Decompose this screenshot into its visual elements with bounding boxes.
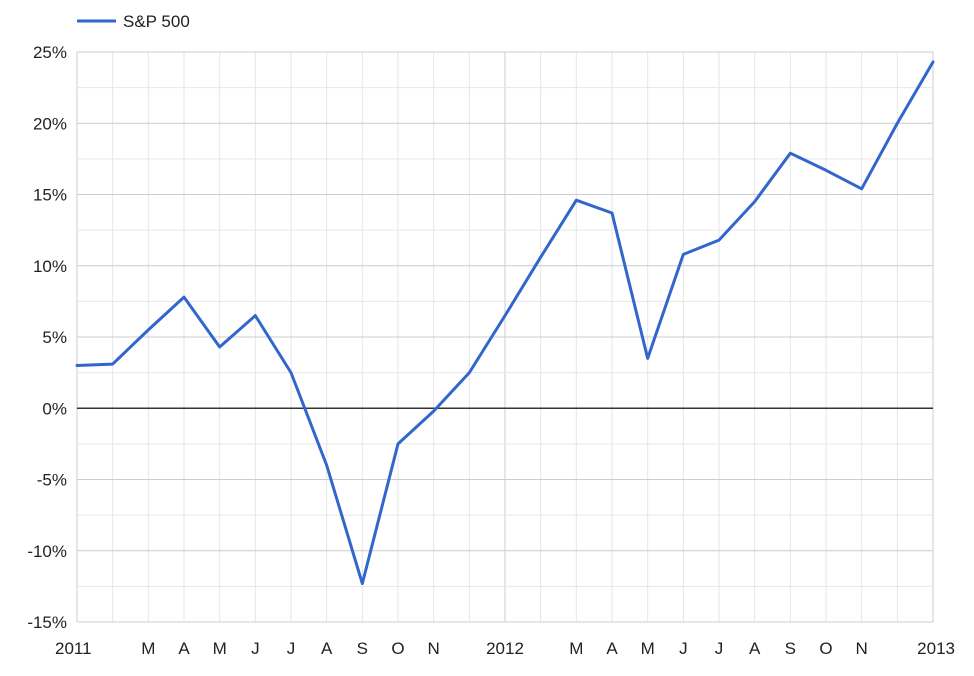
gridlines bbox=[76, 51, 934, 623]
data-point[interactable] bbox=[180, 293, 188, 301]
x-tick-label: M bbox=[213, 639, 227, 658]
data-point[interactable] bbox=[430, 407, 438, 415]
data-point[interactable] bbox=[537, 253, 545, 261]
legend-label-sp500: S&P 500 bbox=[123, 12, 190, 31]
x-tick-label: O bbox=[819, 639, 832, 658]
x-tick-label: J bbox=[287, 639, 296, 658]
x-tick-label: A bbox=[321, 639, 333, 658]
x-tick-label: 2011 bbox=[55, 639, 92, 658]
y-tick-label: -15% bbox=[27, 613, 67, 632]
data-point[interactable] bbox=[109, 360, 117, 368]
data-point[interactable] bbox=[358, 580, 366, 588]
x-tick-label: M bbox=[641, 639, 655, 658]
y-tick-label: -5% bbox=[37, 471, 67, 490]
data-point[interactable] bbox=[144, 326, 152, 334]
y-tick-label: 25% bbox=[33, 43, 67, 62]
x-tick-label: N bbox=[856, 639, 868, 658]
data-point[interactable] bbox=[679, 250, 687, 258]
data-point[interactable] bbox=[251, 312, 259, 320]
data-point[interactable] bbox=[323, 461, 331, 469]
y-tick-label: 10% bbox=[33, 257, 67, 276]
data-point[interactable] bbox=[572, 196, 580, 204]
x-tick-label: O bbox=[391, 639, 404, 658]
x-axis-tick-labels: 2011 M A M J J A S O N 2012 M A M J J A S O N 2013 bbox=[55, 639, 955, 658]
data-point[interactable] bbox=[644, 354, 652, 362]
data-point[interactable] bbox=[608, 209, 616, 217]
x-tick-label: J bbox=[679, 639, 688, 658]
x-tick-label: A bbox=[749, 639, 761, 658]
x-tick-label: A bbox=[178, 639, 190, 658]
data-point[interactable] bbox=[893, 119, 901, 127]
series-layer bbox=[73, 58, 937, 588]
x-tick-label: S bbox=[785, 639, 796, 658]
x-tick-label: J bbox=[715, 639, 724, 658]
x-tick-label: M bbox=[569, 639, 583, 658]
y-tick-label: 0% bbox=[42, 399, 67, 418]
x-tick-label: N bbox=[428, 639, 440, 658]
data-point[interactable] bbox=[929, 58, 937, 66]
x-tick-label: S bbox=[357, 639, 368, 658]
x-tick-label: M bbox=[141, 639, 155, 658]
data-point[interactable] bbox=[465, 369, 473, 377]
x-tick-label: 2013 bbox=[917, 639, 955, 658]
series-line-sp500[interactable] bbox=[75, 60, 935, 586]
y-tick-label: 15% bbox=[33, 186, 67, 205]
y-tick-label: 20% bbox=[33, 114, 67, 133]
data-point[interactable] bbox=[73, 362, 81, 370]
x-tick-label: A bbox=[606, 639, 618, 658]
x-tick-label: J bbox=[251, 639, 260, 658]
data-point[interactable] bbox=[751, 198, 759, 206]
y-axis-tick-labels: -15% -10% -5% 0% 5% 10% 15% 20% 25% bbox=[27, 43, 67, 632]
data-point[interactable] bbox=[394, 440, 402, 448]
y-tick-label: 5% bbox=[42, 328, 67, 347]
data-point[interactable] bbox=[287, 369, 295, 377]
data-point[interactable] bbox=[216, 343, 224, 351]
data-point[interactable] bbox=[715, 236, 723, 244]
legend[interactable]: S&P 500 bbox=[77, 12, 190, 31]
y-tick-label: -10% bbox=[27, 542, 67, 561]
x-tick-label: 2012 bbox=[486, 639, 524, 658]
data-point[interactable] bbox=[501, 312, 509, 320]
data-point[interactable] bbox=[822, 166, 830, 174]
data-point[interactable] bbox=[858, 185, 866, 193]
data-point[interactable] bbox=[786, 149, 794, 157]
